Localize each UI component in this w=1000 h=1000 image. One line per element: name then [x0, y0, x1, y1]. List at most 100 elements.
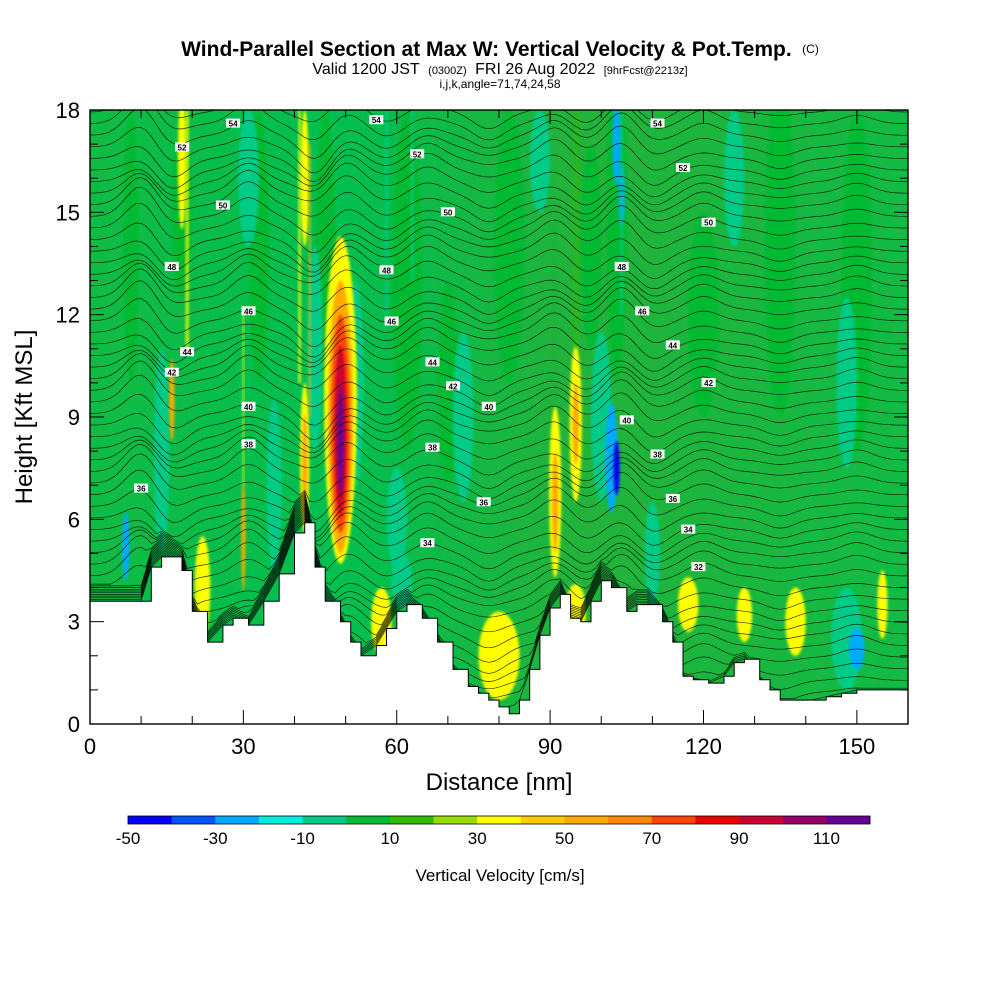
- velocity-cell: [302, 413, 308, 516]
- isentrope-line: [90, 177, 908, 223]
- y-tick-label: 6: [68, 507, 80, 532]
- contour-label: 52: [676, 163, 690, 173]
- contour-label: 36: [476, 497, 491, 507]
- isentrope-line: [90, 429, 908, 464]
- contour-label-box: [379, 265, 394, 275]
- isentrope-line: [90, 261, 908, 303]
- velocity-streaks: [185, 110, 623, 486]
- isentrope-line: [90, 312, 908, 358]
- isentrope-line: [90, 110, 908, 159]
- contour-label: 48: [164, 261, 179, 272]
- contour-label-text: 48: [167, 263, 176, 272]
- contour-label-box: [691, 562, 706, 572]
- isentrope-line: [90, 110, 908, 141]
- contour-label-box: [384, 316, 399, 326]
- contour-label-text: 36: [137, 485, 146, 494]
- contour-label-text: 44: [668, 341, 677, 350]
- isentrope-line: [90, 125, 908, 174]
- contour-label-text: 38: [244, 440, 253, 449]
- contour-label-text: 54: [229, 120, 238, 129]
- velocity-cell: [153, 348, 170, 554]
- subtitle-valid: Valid 1200 JST: [312, 61, 420, 78]
- contour-label: 54: [226, 118, 241, 129]
- x-tick-label: 90: [538, 734, 562, 759]
- subtitle-utc: (0300Z): [428, 65, 467, 77]
- isentrope-line: [90, 298, 908, 348]
- velocity-cell: [612, 110, 621, 185]
- contour-label-text: 50: [704, 219, 713, 228]
- x-tick-label: 120: [685, 734, 722, 759]
- contour-label: 40: [619, 415, 634, 425]
- contour-label-box: [425, 357, 440, 367]
- isentrope-line: [90, 186, 908, 236]
- isentrope-line: [90, 268, 908, 315]
- isentrope-line: [90, 392, 908, 441]
- contour-label: 42: [164, 367, 179, 378]
- contour-label-text: 42: [167, 369, 176, 378]
- contour-label-text: 34: [423, 539, 432, 548]
- isentrope-line: [90, 326, 908, 364]
- plot-area: 54 54 54 52 52 52 50 50 50 48 48 48 46 46 46 44 44 44 42 42…: [90, 110, 908, 724]
- isentrope-line: [90, 169, 908, 209]
- isentrope-line: [90, 152, 908, 189]
- contour-label-text: 42: [449, 382, 458, 391]
- velocity-cell: [177, 110, 187, 230]
- contour-label: 38: [425, 442, 440, 453]
- contour-label-text: 36: [668, 495, 677, 504]
- isentrope-line: [90, 496, 908, 546]
- velocity-cell: [613, 440, 620, 496]
- contour-label: 40: [481, 401, 496, 412]
- isentrope-line: [90, 245, 908, 281]
- contour-label: 36: [665, 493, 680, 504]
- x-axis: 0 30 60 90 120 150: [84, 110, 909, 759]
- contour-label-box: [164, 367, 179, 377]
- isentrope-line: [90, 498, 908, 556]
- contour-label-box: [635, 306, 650, 316]
- chart-subtitle: Valid 1200 JST (0300Z) FRI 26 Aug 2022 […: [312, 61, 687, 78]
- colorbar-swatch: [826, 816, 871, 824]
- y-axis-label: Height [Kft MSL]: [11, 330, 38, 505]
- velocity-cell: [238, 110, 259, 247]
- colorbar-swatch: [564, 816, 609, 824]
- isentrope-line: [90, 360, 908, 408]
- contour-label-box: [619, 415, 634, 425]
- contour-label: 48: [379, 265, 394, 275]
- contour-label-text: 52: [178, 144, 187, 153]
- isentrope-line: [90, 494, 908, 540]
- contour-label: 50: [701, 217, 716, 228]
- isentrope-line: [90, 138, 908, 182]
- contour-label-box: [650, 118, 665, 128]
- colorbar-tick-label: 90: [730, 829, 749, 848]
- contour-label-box: [164, 261, 179, 271]
- contour-label-box: [481, 401, 496, 411]
- isentrope-line: [90, 515, 908, 674]
- velocity-cell: [453, 331, 474, 503]
- isentrope-line: [90, 280, 908, 331]
- colorbar-swatch: [651, 816, 696, 824]
- contour-label-text: 36: [479, 498, 488, 507]
- velocity-cell: [529, 110, 551, 213]
- contour-label-text: 44: [428, 358, 437, 367]
- isentrope-line: [90, 253, 908, 290]
- terrain-mask: [90, 522, 908, 724]
- contour-label-box: [650, 449, 665, 459]
- colorbar-swatch: [782, 816, 827, 824]
- isentrope-line: [90, 219, 908, 266]
- contour-label: 54: [369, 115, 384, 125]
- colorbar-swatch: [477, 816, 522, 824]
- isentrope-line: [90, 405, 908, 449]
- velocity-cell: [307, 246, 323, 452]
- contour-label-text: 38: [428, 444, 437, 453]
- isentrope-line: [90, 503, 908, 591]
- colorbar-swatch: [389, 816, 434, 824]
- colorbar-swatch: [302, 816, 347, 824]
- isentrope-line: [90, 510, 908, 633]
- contour-label-box: [425, 442, 440, 452]
- contour-label-box: [369, 115, 384, 125]
- colorbar-swatch: [608, 816, 653, 824]
- velocity-streak: [298, 110, 301, 383]
- velocity-streak: [620, 110, 623, 315]
- isentrope-lines: [90, 110, 908, 709]
